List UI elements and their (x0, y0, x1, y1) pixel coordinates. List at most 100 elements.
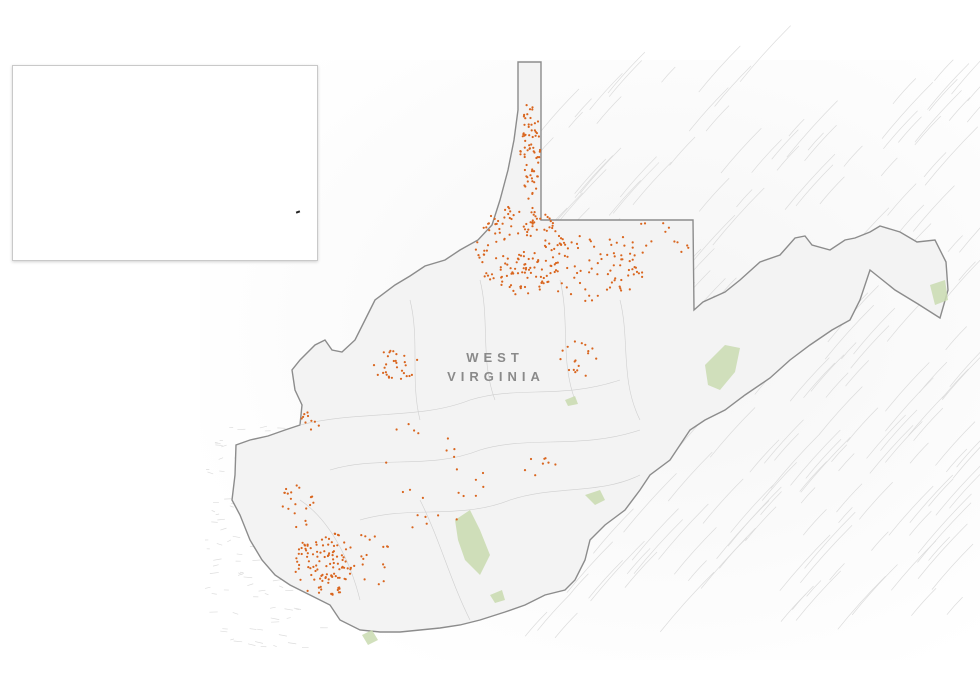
well-dot (287, 507, 290, 510)
well-dot (523, 168, 527, 172)
well-dot (300, 552, 303, 556)
well-dot (321, 579, 324, 583)
well-dot (524, 139, 527, 142)
well-dot (551, 222, 555, 225)
well-dot (310, 419, 313, 422)
well-dot (474, 494, 477, 497)
well-dot (546, 215, 549, 219)
terrain-ridge (824, 304, 875, 360)
terrain-ridge (220, 527, 227, 531)
well-dot (553, 270, 556, 274)
well-dot (673, 240, 676, 243)
well-dot (584, 288, 587, 291)
well-dot (411, 526, 414, 529)
terrain-ridge (800, 436, 851, 493)
terrain-ridge (216, 543, 223, 546)
well-dot (327, 537, 331, 541)
terrain-ridge (278, 634, 287, 637)
well-dot (483, 275, 486, 278)
well-dot (533, 221, 536, 224)
well-dot (311, 495, 314, 498)
well-dot (395, 428, 398, 431)
well-dot (376, 373, 379, 376)
well-dot (320, 574, 323, 578)
well-dot (349, 546, 352, 549)
well-dot (566, 255, 569, 258)
terrain-ridge (212, 564, 219, 567)
well-dot (348, 572, 352, 575)
well-dot (612, 252, 616, 255)
terrain-ridge (803, 362, 836, 399)
well-dot (584, 343, 587, 346)
terrain-ridge (952, 446, 980, 479)
terrain-ridge (537, 593, 571, 631)
well-dot (553, 247, 556, 250)
terrain-ridge (967, 86, 980, 102)
well-dot (337, 586, 340, 590)
well-dot (487, 222, 490, 225)
well-dot (529, 174, 532, 177)
well-dot (501, 222, 504, 225)
well-dot (559, 237, 563, 240)
well-dot (542, 276, 545, 280)
well-dot (562, 241, 566, 244)
well-dot (330, 541, 333, 544)
well-dot (295, 525, 298, 529)
well-dot (523, 228, 527, 231)
well-dot (620, 254, 623, 257)
well-dot (407, 423, 410, 426)
terrain-ridge (825, 372, 849, 398)
terrain-ridge (946, 448, 968, 473)
well-dot (544, 457, 547, 460)
well-dot (495, 257, 498, 260)
well-dot (613, 255, 616, 258)
terrain-ridge (795, 164, 834, 207)
well-dot (523, 123, 526, 126)
well-dot (334, 575, 337, 578)
well-dots (281, 104, 690, 596)
well-dot (623, 244, 626, 247)
well-dot (566, 247, 570, 250)
terrain-ridge (204, 586, 211, 589)
well-dot (425, 522, 428, 525)
well-dot (455, 518, 458, 521)
well-dot (403, 361, 406, 364)
well-dot (317, 591, 321, 594)
terrain-ridge (217, 518, 225, 521)
well-dot (372, 364, 376, 367)
well-dot (531, 225, 534, 228)
county-lines (299, 279, 641, 621)
well-dot (416, 514, 419, 517)
well-dot (437, 514, 440, 517)
well-dot (538, 285, 541, 288)
well-dot (478, 256, 481, 259)
terrain-ridge (935, 465, 980, 516)
terrain-ridge (841, 342, 857, 360)
terrain-ridge (790, 429, 841, 486)
well-dot (340, 554, 343, 557)
terrain-ridge (608, 60, 642, 97)
well-dot (525, 234, 529, 237)
well-dot (302, 415, 305, 418)
terrain-ridge (819, 176, 845, 205)
terrain-ridge (928, 478, 954, 507)
well-dot (548, 226, 551, 229)
terrain-ridge (269, 606, 276, 609)
well-dot (403, 354, 406, 357)
well-dot (536, 120, 540, 123)
well-dot (540, 268, 544, 271)
well-dot (290, 491, 293, 494)
terrain-ridge (524, 611, 548, 637)
terrain-ridge (727, 486, 782, 547)
well-dot (533, 266, 536, 269)
well-dot (533, 122, 537, 125)
terrain-ridge (883, 110, 918, 150)
terrain-ridge (846, 407, 879, 443)
well-dot (572, 368, 575, 371)
well-dot (321, 544, 325, 547)
well-dot (531, 191, 534, 195)
well-dot (385, 373, 388, 376)
well-dot (315, 564, 318, 567)
well-dot (331, 551, 334, 554)
